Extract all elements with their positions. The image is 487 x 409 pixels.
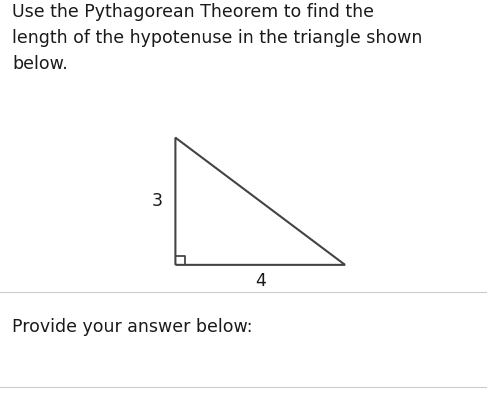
Text: Use the Pythagorean Theorem to find the
length of the hypotenuse in the triangle: Use the Pythagorean Theorem to find the …	[12, 3, 423, 73]
Text: Provide your answer below:: Provide your answer below:	[12, 318, 253, 336]
Text: 4: 4	[255, 272, 266, 290]
Text: 3: 3	[152, 192, 163, 210]
